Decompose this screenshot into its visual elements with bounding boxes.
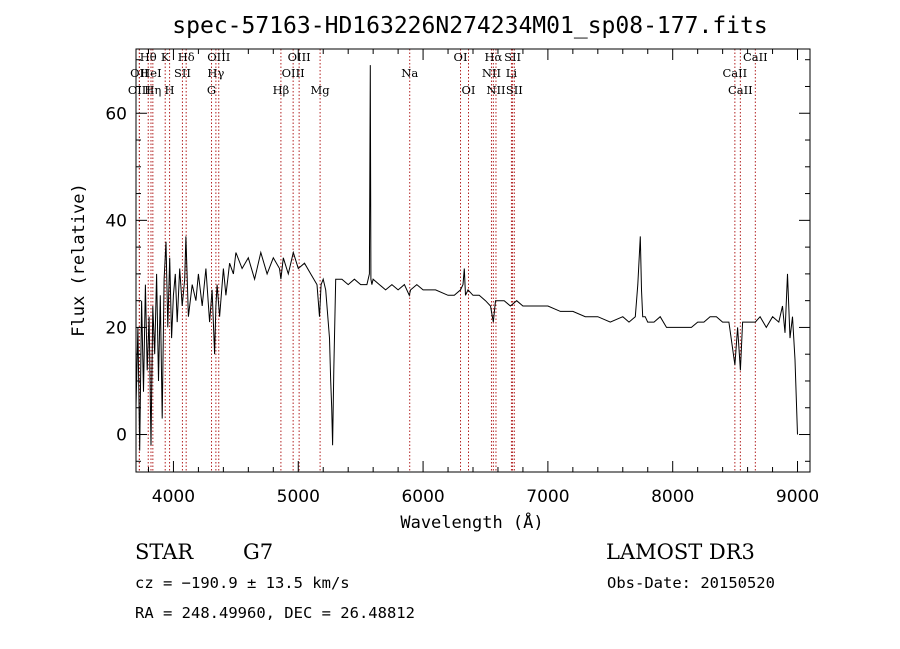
flux-series-line — [135, 65, 798, 451]
spectral-line-label: Hθ — [140, 50, 157, 64]
survey-name: LAMOST DR3 — [606, 540, 755, 564]
x-tick-label: 7000 — [526, 487, 569, 507]
spectral-line-label: Li — [506, 66, 518, 80]
y-tick-label: 0 — [116, 426, 127, 446]
plot-frame — [135, 48, 811, 473]
x-tick-label: 8000 — [651, 487, 694, 507]
x-tick-label: 5000 — [277, 487, 320, 507]
spectral-line-label: SII — [504, 50, 521, 64]
spectral-line-label: OI — [462, 83, 476, 97]
spectral-lines-layer — [138, 49, 756, 472]
object-class: STAR — [135, 540, 194, 564]
spectral-line-label: Hη — [144, 83, 161, 97]
spectral-line-label: Hγ — [207, 66, 224, 80]
x-tick-label: 9000 — [776, 487, 819, 507]
spectral-line-label: NII — [482, 66, 501, 80]
y-tick-label: 20 — [105, 318, 127, 338]
spectral-line-label: HeI — [140, 66, 161, 80]
coordinates: RA = 248.49960, DEC = 26.48812 — [135, 604, 415, 622]
spectral-line-label: SII — [506, 83, 523, 97]
spectral-line-label: CaII — [728, 83, 753, 97]
spectral-line-label: OIII — [207, 50, 230, 64]
x-tick-label: 6000 — [401, 487, 444, 507]
axis-ticks — [136, 49, 810, 472]
y-axis-label: Flux (relative) — [69, 183, 89, 337]
spectral-line-label: SII — [174, 66, 191, 80]
spectral-line-label: OI — [454, 50, 468, 64]
chart-title: spec-57163-HD163226N274234M01_sp08-177.f… — [172, 13, 767, 39]
axis-tick-labels: 4000 5000 6000 7000 8000 9000 0 20 40 60 — [105, 104, 819, 507]
spectral-line-label: Hα — [484, 50, 502, 64]
spectral-line-label: Hβ — [273, 83, 290, 97]
spectral-line-label: Na — [401, 66, 418, 80]
subclass: G7 — [243, 540, 274, 564]
spectral-line-label: Hδ — [178, 50, 195, 64]
spectral-line-label: K — [161, 50, 170, 64]
spectral-line-label: OIII — [282, 66, 305, 80]
spectral-line-labels: Hθ OII OIII HeI Hη K H Hδ SII OIII Hγ G Hβ OIII OIII Mg… — [128, 50, 768, 97]
y-tick-label: 40 — [105, 211, 127, 231]
spectral-line-label: CaII — [743, 50, 768, 64]
spectral-line-label: G — [207, 83, 216, 97]
spectral-line-label: OII — [130, 66, 149, 80]
obs-date: Obs-Date: 20150520 — [607, 574, 775, 592]
spectral-line-label: H — [165, 83, 175, 97]
y-tick-label: 60 — [105, 104, 127, 124]
x-axis-label: Wavelength (Å) — [400, 511, 543, 533]
spectral-line-label: NII — [486, 83, 505, 97]
cz-value: cz = −190.9 ± 13.5 km/s — [135, 574, 350, 592]
spectral-line-label: OIII — [128, 83, 151, 97]
spectral-line-label: CaII — [722, 66, 747, 80]
spectral-line-label: Mg — [311, 83, 331, 97]
spectral-line-label: OIII — [288, 50, 311, 64]
x-tick-label: 4000 — [152, 487, 195, 507]
